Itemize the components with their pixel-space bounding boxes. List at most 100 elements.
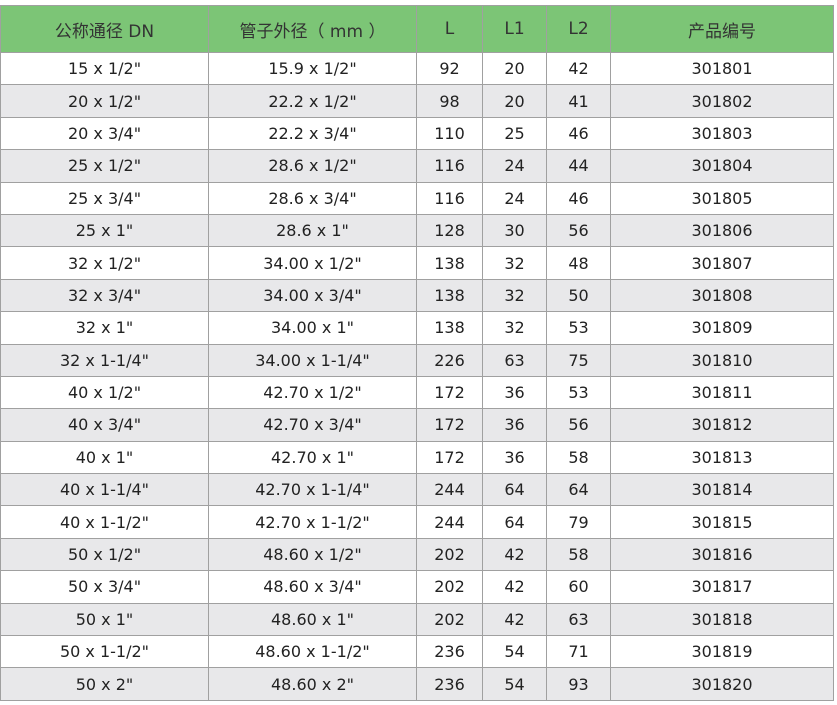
cell-dn: 50 x 1/2"	[0, 537, 209, 572]
table-row: 20 x 1/2" 22.2 x 1/2" 98 20 41 301802	[0, 84, 834, 118]
cell-l: 138	[416, 278, 483, 313]
cell-l1: 32	[482, 311, 547, 345]
cell-l1: 54	[482, 667, 547, 701]
cell-l: 138	[416, 246, 483, 280]
table-row: 20 x 3/4" 22.2 x 3/4" 110 25 46 301803	[0, 116, 834, 151]
table-row: 15 x 1/2" 15.9 x 1/2" 92 20 42 301801	[0, 51, 834, 86]
cell-product-code: 301803	[610, 116, 834, 151]
cell-dn: 32 x 1/2"	[0, 246, 209, 280]
cell-product-code: 301819	[610, 635, 834, 669]
cell-product-code: 301801	[610, 51, 834, 86]
header-l: L	[416, 5, 483, 53]
cell-l2: 64	[546, 473, 611, 507]
cell-dn: 32 x 1-1/4"	[0, 343, 209, 377]
cell-product-code: 301818	[610, 602, 834, 637]
cell-l2: 53	[546, 375, 611, 410]
cell-dn: 20 x 1/2"	[0, 84, 209, 118]
cell-l2: 93	[546, 667, 611, 701]
cell-dn: 40 x 1-1/2"	[0, 505, 209, 539]
cell-l1: 42	[482, 570, 547, 604]
cell-l2: 46	[546, 116, 611, 151]
cell-l1: 24	[482, 181, 547, 215]
cell-dn: 25 x 1"	[0, 213, 209, 248]
cell-product-code: 301804	[610, 149, 834, 183]
cell-l: 116	[416, 181, 483, 215]
cell-l: 226	[416, 343, 483, 377]
table-row: 40 x 1-1/4" 42.70 x 1-1/4" 244 64 64 301814	[0, 473, 834, 507]
cell-dn: 40 x 1/2"	[0, 375, 209, 410]
cell-l: 172	[416, 408, 483, 442]
table-row: 40 x 3/4" 42.70 x 3/4" 172 36 56 301812	[0, 408, 834, 442]
cell-product-code: 301813	[610, 440, 834, 475]
cell-dn: 40 x 3/4"	[0, 408, 209, 442]
cell-l2: 58	[546, 537, 611, 572]
cell-l: 202	[416, 602, 483, 637]
cell-product-code: 301808	[610, 278, 834, 313]
cell-product-code: 301817	[610, 570, 834, 604]
cell-product-code: 301810	[610, 343, 834, 377]
cell-l2: 58	[546, 440, 611, 475]
cell-l: 116	[416, 149, 483, 183]
header-l1: L1	[482, 5, 547, 53]
cell-l1: 36	[482, 408, 547, 442]
header-outer-diameter: 管子外径（ mm ）	[208, 5, 417, 53]
cell-outer-diameter: 42.70 x 1-1/2"	[208, 505, 417, 539]
cell-l2: 46	[546, 181, 611, 215]
cell-l1: 30	[482, 213, 547, 248]
cell-dn: 25 x 1/2"	[0, 149, 209, 183]
cell-product-code: 301816	[610, 537, 834, 572]
cell-l1: 36	[482, 440, 547, 475]
cell-product-code: 301820	[610, 667, 834, 701]
cell-l2: 48	[546, 246, 611, 280]
cell-outer-diameter: 42.70 x 3/4"	[208, 408, 417, 442]
table-row: 32 x 1" 34.00 x 1" 138 32 53 301809	[0, 311, 834, 345]
table-row: 40 x 1-1/2" 42.70 x 1-1/2" 244 64 79 301815	[0, 505, 834, 539]
table-row: 40 x 1/2" 42.70 x 1/2" 172 36 53 301811	[0, 375, 834, 410]
cell-product-code: 301814	[610, 473, 834, 507]
cell-l2: 42	[546, 51, 611, 86]
cell-l2: 56	[546, 408, 611, 442]
cell-l1: 20	[482, 84, 547, 118]
cell-l2: 44	[546, 149, 611, 183]
cell-l2: 56	[546, 213, 611, 248]
cell-outer-diameter: 22.2 x 1/2"	[208, 84, 417, 118]
cell-dn: 40 x 1"	[0, 440, 209, 475]
header-row: 公称通径 DN 管子外径（ mm ） L L1 L2 产品编号	[0, 5, 834, 53]
cell-product-code: 301806	[610, 213, 834, 248]
table-body: 15 x 1/2" 15.9 x 1/2" 92 20 42 301801 20 x 1/2…	[0, 51, 834, 701]
cell-outer-diameter: 28.6 x 3/4"	[208, 181, 417, 215]
table-row: 25 x 3/4" 28.6 x 3/4" 116 24 46 301805	[0, 181, 834, 215]
cell-outer-diameter: 42.70 x 1"	[208, 440, 417, 475]
cell-l2: 71	[546, 635, 611, 669]
cell-product-code: 301812	[610, 408, 834, 442]
cell-l2: 41	[546, 84, 611, 118]
cell-dn: 15 x 1/2"	[0, 51, 209, 86]
cell-product-code: 301809	[610, 311, 834, 345]
cell-l1: 32	[482, 278, 547, 313]
cell-l1: 64	[482, 505, 547, 539]
cell-dn: 40 x 1-1/4"	[0, 473, 209, 507]
table-row: 50 x 1-1/2" 48.60 x 1-1/2" 236 54 71 301819	[0, 635, 834, 669]
cell-outer-diameter: 34.00 x 1-1/4"	[208, 343, 417, 377]
cell-l: 236	[416, 667, 483, 701]
cell-dn: 32 x 3/4"	[0, 278, 209, 313]
cell-l: 92	[416, 51, 483, 86]
cell-l1: 42	[482, 602, 547, 637]
header-l2: L2	[546, 5, 611, 53]
cell-l2: 53	[546, 311, 611, 345]
cell-outer-diameter: 48.60 x 1-1/2"	[208, 635, 417, 669]
table-row: 50 x 3/4" 48.60 x 3/4" 202 42 60 301817	[0, 570, 834, 604]
cell-l: 172	[416, 440, 483, 475]
cell-outer-diameter: 48.60 x 1"	[208, 602, 417, 637]
cell-dn: 50 x 1"	[0, 602, 209, 637]
cell-l2: 79	[546, 505, 611, 539]
cell-outer-diameter: 42.70 x 1-1/4"	[208, 473, 417, 507]
cell-outer-diameter: 28.6 x 1"	[208, 213, 417, 248]
cell-l1: 42	[482, 537, 547, 572]
cell-product-code: 301802	[610, 84, 834, 118]
cell-product-code: 301811	[610, 375, 834, 410]
table-row: 50 x 2" 48.60 x 2" 236 54 93 301820	[0, 667, 834, 701]
cell-outer-diameter: 22.2 x 3/4"	[208, 116, 417, 151]
cell-l: 244	[416, 505, 483, 539]
cell-outer-diameter: 34.00 x 1/2"	[208, 246, 417, 280]
